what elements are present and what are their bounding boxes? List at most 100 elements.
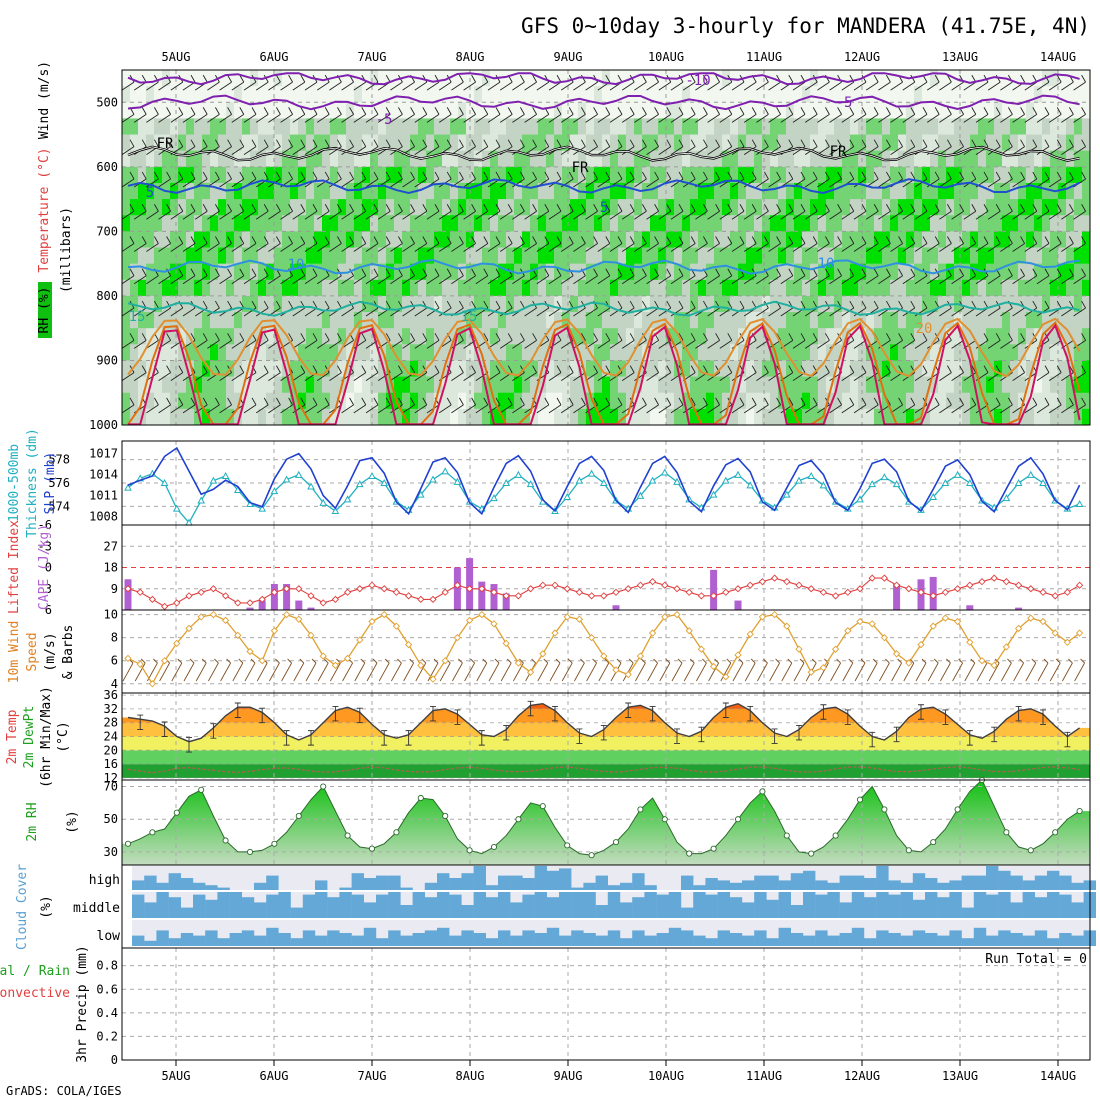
rh-fill-cell xyxy=(602,376,611,394)
rh-fill-cell xyxy=(1058,392,1067,410)
rh-fill-cell xyxy=(810,328,819,345)
rh-fill-cell xyxy=(866,118,875,135)
rh-fill-cell xyxy=(186,199,195,216)
rh-fill-cell xyxy=(266,408,275,426)
rh-fill-cell xyxy=(218,102,227,119)
rh-fill-cell xyxy=(770,328,779,345)
wind-barb xyxy=(926,74,940,91)
rh-fill-cell xyxy=(810,376,819,394)
wind-barb xyxy=(707,107,720,123)
rh-fill-cell xyxy=(490,118,499,135)
rh-fill-cell xyxy=(130,328,139,345)
lifted-index-point xyxy=(453,581,462,589)
rh-fill-cell xyxy=(258,102,267,119)
wind-barb xyxy=(121,171,135,188)
temp-minmax-bar xyxy=(430,706,436,722)
rh-fill-cell xyxy=(690,102,699,119)
rh-fill-cell xyxy=(730,118,739,135)
rh-fill-cell xyxy=(370,231,379,248)
rh-fill-cell xyxy=(378,86,387,103)
rh-fill-cell xyxy=(322,215,331,232)
thickness-point xyxy=(1075,499,1084,507)
wind-barb xyxy=(646,107,659,123)
rh-fill-cell xyxy=(890,118,899,135)
rh-fill-cell xyxy=(642,279,651,297)
rh-fill-cell xyxy=(322,118,331,135)
rh-fill-cell xyxy=(570,295,579,313)
rh-fill-cell xyxy=(402,166,411,184)
thickness-point xyxy=(734,470,742,478)
rh-fill-cell xyxy=(122,102,131,119)
rh-fill-cell xyxy=(162,247,171,265)
y-tick-label: 3 xyxy=(45,582,52,596)
rh-fill-cell xyxy=(386,86,395,103)
rh-fill-cell xyxy=(618,118,627,135)
rh-fill-cell xyxy=(258,134,267,152)
lifted-index-point xyxy=(917,588,925,596)
rh-fill-cell xyxy=(138,263,147,281)
axis-title: 3hr Precip (mm) xyxy=(75,945,90,1062)
rh-fill-cell xyxy=(794,295,803,313)
cloud-cell-high xyxy=(729,882,743,890)
lifted-index-point xyxy=(880,574,889,582)
rh-fill-cell xyxy=(402,328,411,345)
rh-fill-cell xyxy=(458,247,467,265)
wind-barb xyxy=(255,300,269,317)
rh-fill-cell xyxy=(842,70,851,87)
wind-barb xyxy=(390,204,403,220)
rh-fill-cell xyxy=(490,295,499,313)
rh-fill-cell xyxy=(914,166,923,184)
rh-fill-cell xyxy=(314,102,323,119)
rh-fill-cell xyxy=(298,247,307,265)
rh-fill-cell xyxy=(290,295,299,313)
rh-fill-cell xyxy=(738,86,747,103)
cape-bar xyxy=(124,579,132,610)
rh-fill-cell xyxy=(658,408,667,426)
wind-barb xyxy=(939,365,952,381)
rh-fill-cell xyxy=(346,408,355,426)
rh-fill-cell xyxy=(258,295,267,313)
wind-barb xyxy=(158,171,171,188)
rh-fill-cell xyxy=(802,70,811,87)
rh-fill-cell xyxy=(394,118,403,135)
rh-fill-cell xyxy=(650,344,659,361)
rh-fill-cell xyxy=(1002,102,1011,119)
rh-fill-cell xyxy=(730,247,739,265)
rh-fill-cell xyxy=(202,247,211,265)
rh-fill-cell xyxy=(690,182,699,200)
wind-barb xyxy=(682,236,696,252)
rh-fill-cell xyxy=(970,166,979,184)
rh-fill-cell xyxy=(898,199,907,216)
rh-fill-cell xyxy=(186,312,195,329)
wind-barb xyxy=(170,107,184,123)
wind-barb xyxy=(499,204,513,220)
wind-barb xyxy=(780,236,794,252)
rh-fill-cell xyxy=(970,134,979,152)
wind-barb xyxy=(804,397,818,414)
wind10m-barb xyxy=(866,658,878,682)
rh-fill-cell xyxy=(610,312,619,329)
wind-barb xyxy=(914,365,928,381)
rh-fill-cell xyxy=(202,344,211,361)
rh-fill-cell xyxy=(162,231,171,248)
rh-fill-cell xyxy=(938,231,947,248)
wind-speed-point xyxy=(892,650,901,658)
rh-point xyxy=(466,847,473,854)
rh-fill-cell xyxy=(722,344,731,361)
rh-fill-cell xyxy=(866,408,875,426)
rh-fill-cell xyxy=(914,70,923,87)
wind10m-barb xyxy=(293,658,305,682)
rh-fill-cell xyxy=(962,150,971,168)
rh-fill-cell xyxy=(322,166,331,184)
rh-fill-cell xyxy=(194,118,203,135)
rh-fill-cell xyxy=(594,215,603,232)
rh-fill-cell xyxy=(394,376,403,394)
axis-title: Thickness (dm) xyxy=(25,428,40,538)
lifted-index-point xyxy=(807,585,815,593)
rh-fill-cell xyxy=(778,182,787,200)
cloud-cell-high xyxy=(607,885,621,890)
rh-fill-cell xyxy=(818,102,827,119)
rh-fill-cell xyxy=(538,134,547,152)
rh-fill-cell xyxy=(634,166,643,184)
rh-fill-cell xyxy=(618,263,627,281)
